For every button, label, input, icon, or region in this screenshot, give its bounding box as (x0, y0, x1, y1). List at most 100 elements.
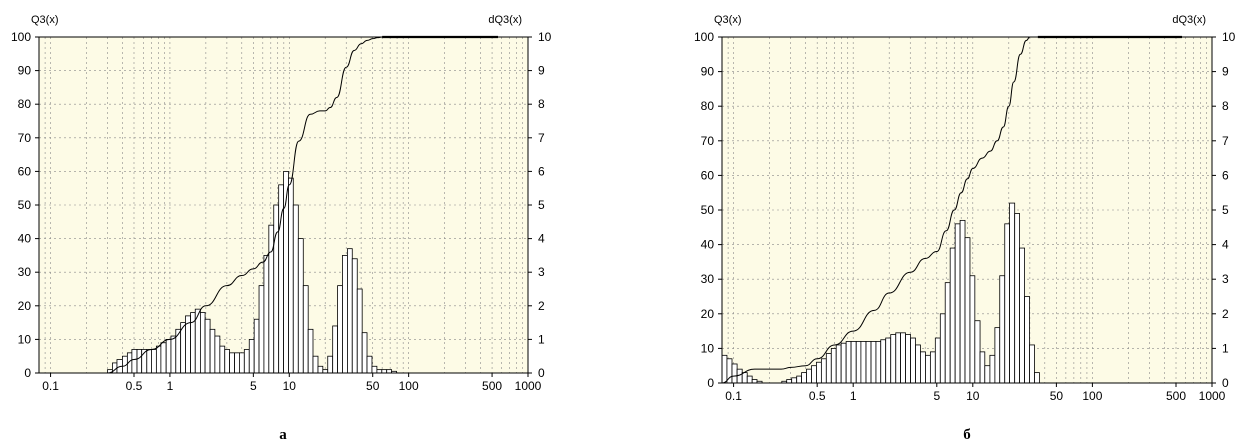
left-tick-label: 10 (701, 341, 715, 355)
x-tick-label: 0.5 (126, 379, 143, 393)
histogram-bar (994, 327, 1001, 384)
histogram-bar (959, 219, 966, 384)
histogram-bar (741, 372, 748, 384)
left-tick-label: 60 (18, 164, 32, 178)
histogram-bar (830, 347, 837, 384)
histogram-bar (278, 184, 284, 374)
histogram-bar (165, 338, 172, 374)
histogram-bar (801, 372, 807, 384)
histogram-bar (224, 349, 230, 374)
right-tick-label: 4 (1222, 238, 1229, 252)
histogram-bar (999, 275, 1006, 384)
histogram-bar (238, 352, 245, 374)
histogram-bar (253, 318, 260, 374)
histogram-bar (155, 345, 162, 374)
left-tick-label: 40 (701, 238, 715, 252)
histogram-bar (351, 258, 358, 374)
x-tick-label: 10 (966, 389, 980, 403)
left-axis-label: Q3(x) (714, 14, 742, 26)
left-tick-label: 100 (694, 30, 714, 44)
right-tick-label: 6 (538, 164, 545, 178)
histogram-bar (381, 369, 388, 374)
left-tick-label: 20 (18, 299, 32, 313)
right-tick-label: 5 (538, 198, 545, 212)
histogram-bar (870, 341, 877, 384)
histogram-bar (297, 238, 304, 374)
histogram-bar (811, 365, 817, 384)
right-tick-label: 7 (538, 131, 545, 145)
right-tick-label: 0 (538, 366, 545, 380)
right-tick-label: 2 (538, 299, 545, 313)
histogram-bar (925, 354, 931, 384)
histogram-bar (209, 328, 216, 374)
cumulative-q3-line (721, 36, 1212, 384)
histogram-bar (954, 223, 961, 384)
histogram-bar (929, 351, 936, 384)
histogram-bar (214, 335, 221, 374)
histogram-bar (366, 355, 373, 374)
x-tick-label: 5 (250, 379, 257, 393)
right-tick-label: 7 (1222, 134, 1229, 148)
right-tick-label: 4 (538, 232, 545, 246)
left-tick-label: 40 (18, 232, 32, 246)
histogram-bar (1019, 247, 1025, 384)
histogram-bar (736, 368, 743, 384)
histogram-bar (302, 285, 309, 374)
histogram-bar (845, 341, 852, 384)
histogram-bar (791, 377, 798, 384)
histogram-bar (332, 325, 339, 374)
x-tick-label: 0.5 (809, 389, 826, 403)
histogram-bar (371, 365, 378, 374)
x-tick-label: 100 (1082, 389, 1102, 403)
x-tick-label: 50 (1050, 389, 1064, 403)
histogram-bar (248, 338, 255, 374)
left-tick-label: 60 (701, 168, 715, 182)
right-tick-label: 1 (1222, 341, 1229, 355)
histogram-bar (989, 354, 996, 384)
left-tick-label: 30 (18, 265, 32, 279)
histogram-bar (219, 345, 226, 374)
left-tick-label: 70 (701, 134, 715, 148)
histogram-bar (731, 363, 738, 384)
right-tick-label: 10 (1222, 30, 1236, 44)
histogram-bar (1014, 213, 1020, 384)
histogram-bar (910, 337, 916, 384)
histogram-bar (307, 328, 314, 374)
histogram-bar (361, 332, 368, 374)
histogram-bar (317, 365, 324, 374)
histogram-bar (386, 369, 393, 374)
histogram-bar (969, 275, 976, 384)
histogram-bar (273, 204, 280, 374)
histogram-bar (979, 351, 986, 384)
histogram-bar (1009, 202, 1016, 384)
histogram-bar (160, 342, 167, 374)
histogram-bar (840, 342, 847, 384)
histogram-bar (234, 352, 240, 374)
histogram-bar (131, 349, 138, 374)
left-tick-label: 50 (701, 203, 715, 217)
right-tick-label: 3 (538, 265, 545, 279)
right-tick-label: 2 (1222, 307, 1229, 321)
right-tick-label: 0 (1222, 376, 1229, 390)
left-tick-label: 70 (18, 131, 32, 145)
histogram-bar (786, 379, 793, 384)
histogram-bar (229, 352, 235, 374)
histogram-bar (1024, 296, 1030, 384)
right-tick-label: 8 (538, 97, 545, 111)
left-tick-label: 100 (11, 30, 31, 44)
histogram-bar (885, 337, 892, 384)
right-axis-label: dQ3(x) (1172, 14, 1206, 26)
right-tick-label: 5 (1222, 203, 1229, 217)
x-tick-label: 1000 (1199, 389, 1226, 403)
x-tick-label: 0.1 (42, 379, 59, 393)
x-tick-label: 500 (482, 379, 502, 393)
histogram-bar (895, 332, 901, 384)
histogram-bar (964, 237, 971, 384)
histogram-bar (146, 349, 152, 374)
right-tick-label: 8 (1222, 99, 1229, 113)
left-tick-label: 10 (18, 332, 32, 346)
histogram-bar (920, 351, 926, 384)
histogram-bar (204, 318, 211, 374)
